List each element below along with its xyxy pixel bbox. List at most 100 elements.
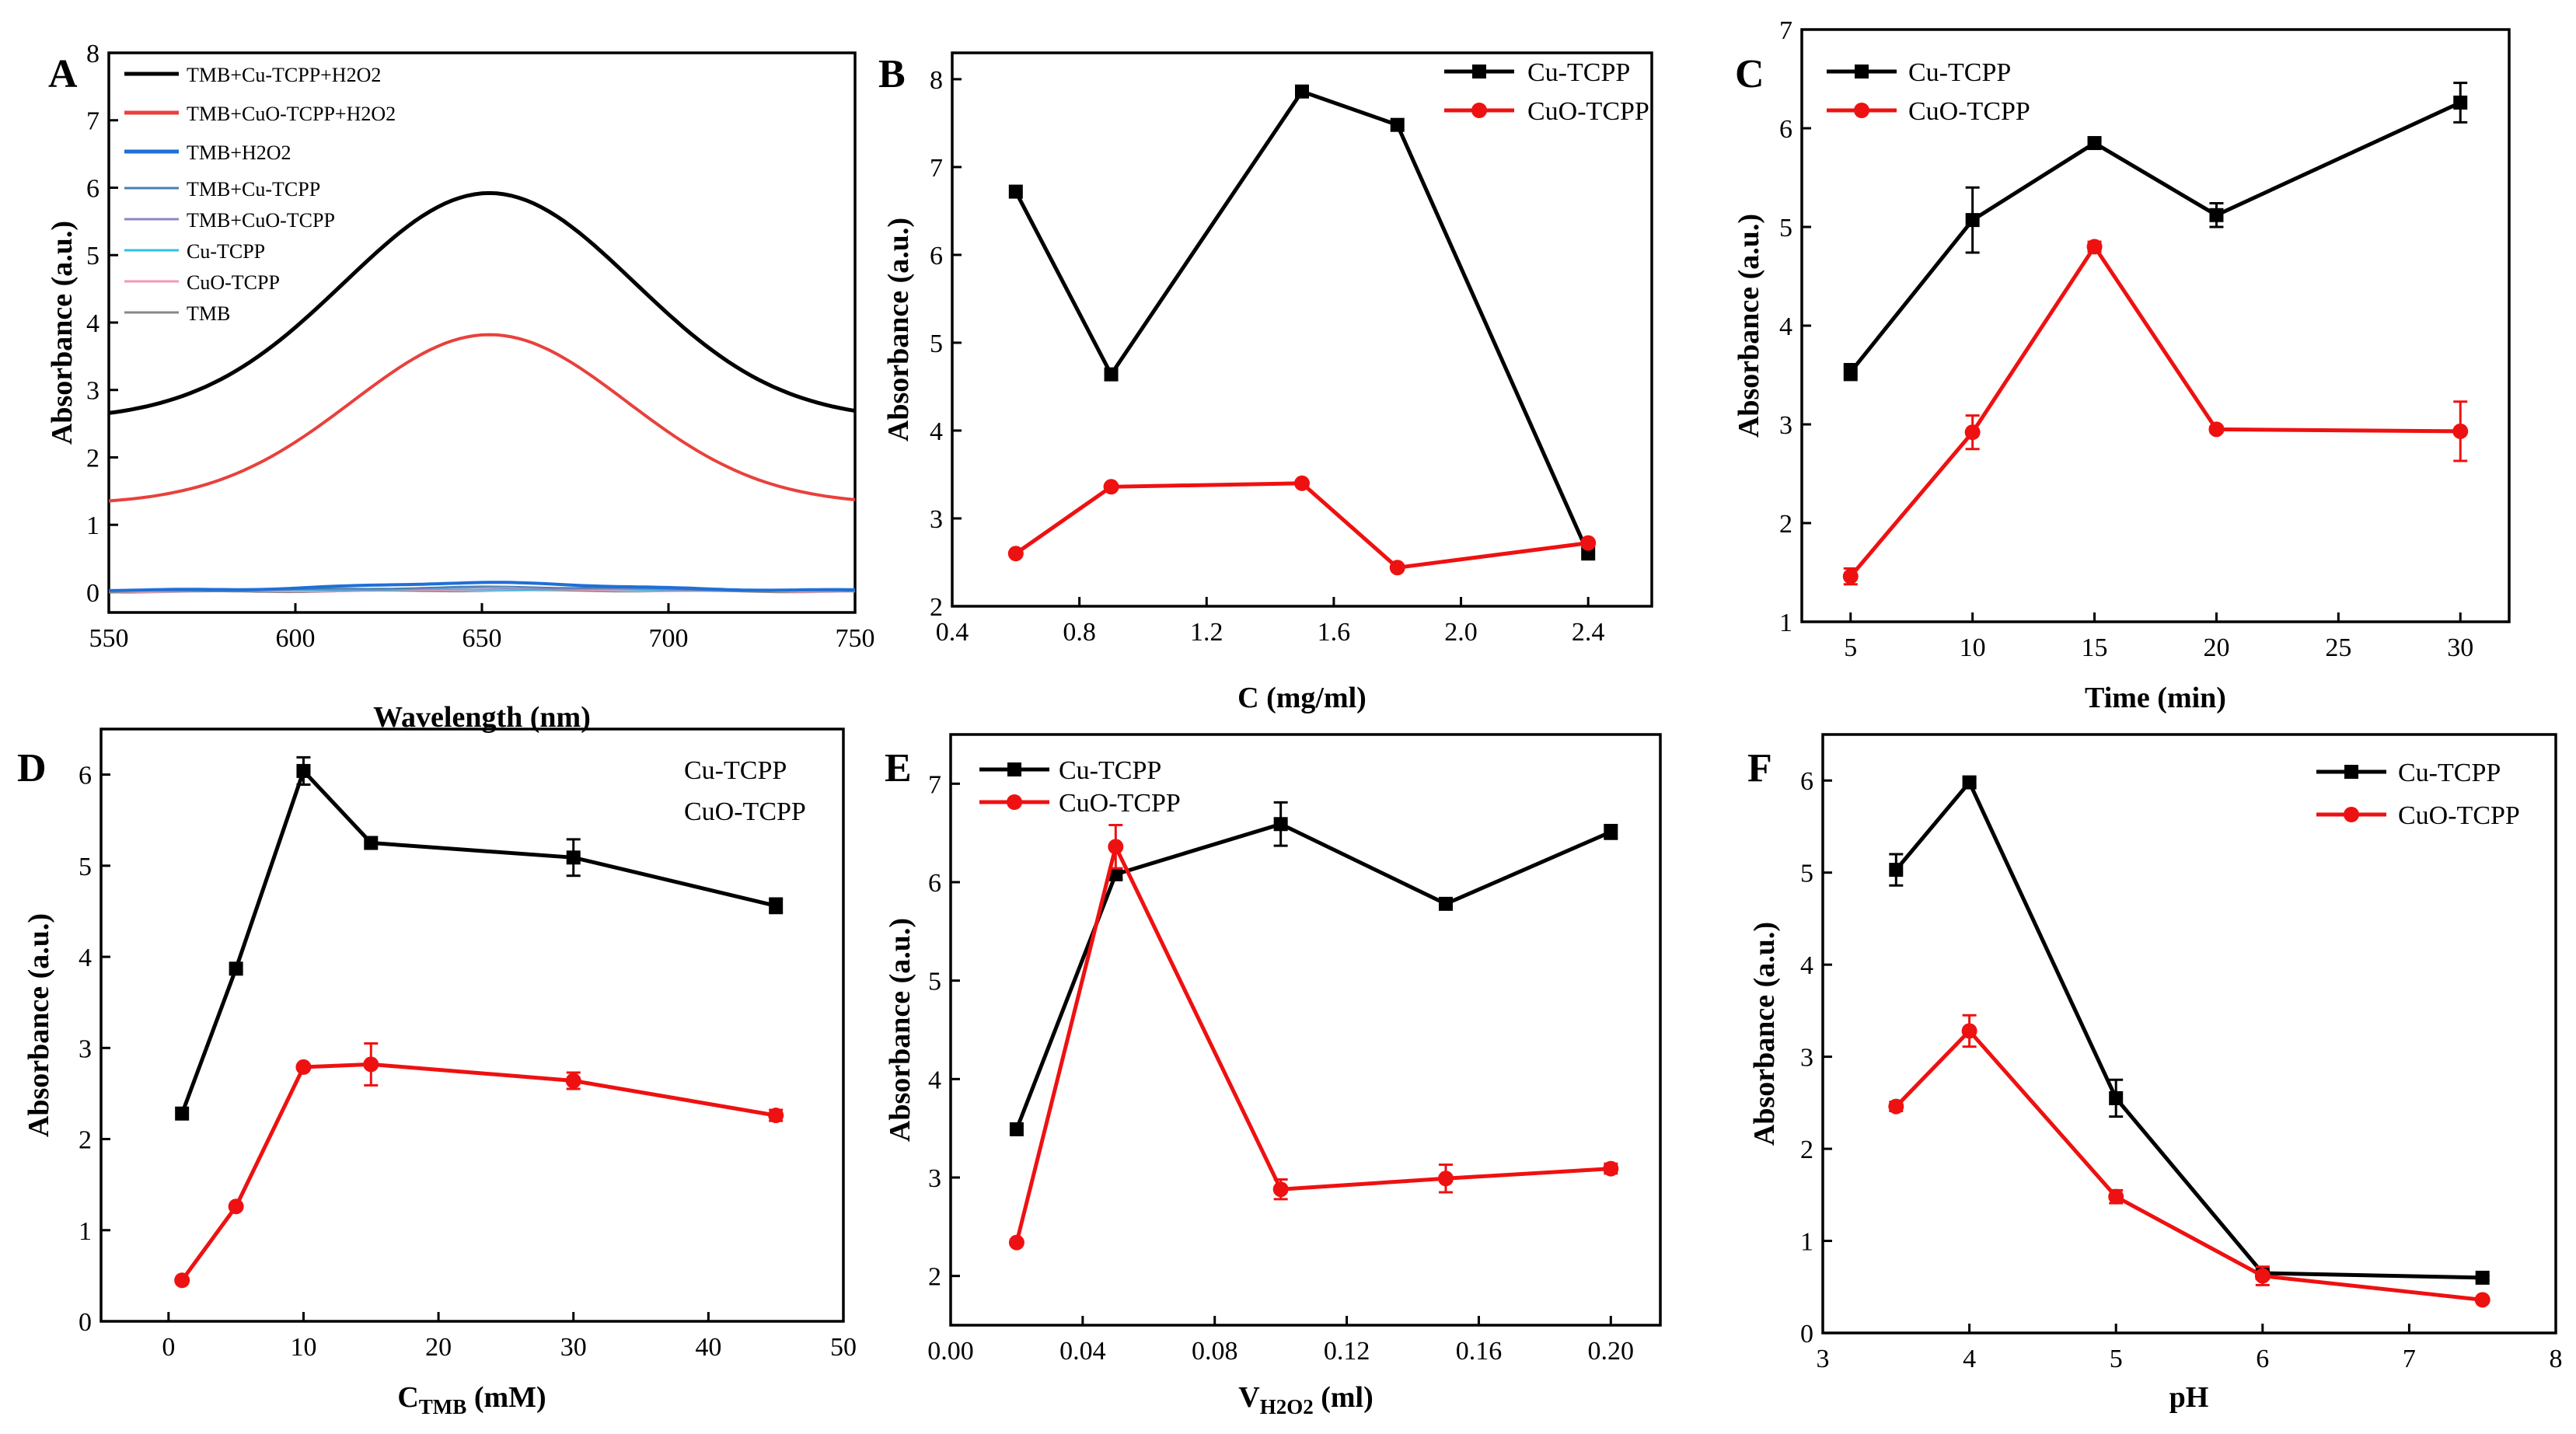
legend-a-label-4: TMB+Cu-TCPP [187,178,320,201]
panel-b-xtick-label: 0.4 [936,618,969,647]
legend-a-label-6: Cu-TCPP [187,240,265,263]
panel-a-frame [107,51,857,614]
panel-c-xlabel: Time (min) [2085,682,2226,714]
panel-e-ytick-label: 5 [928,968,941,996]
panel-d-marker-square [229,961,243,976]
panel-d-legend: Cu-TCPP CuO-TCPP [684,756,806,826]
panel-d-marker-circle [565,1073,581,1089]
panel-b-marker-square [1581,546,1596,561]
legend-b-label-2: CuO-TCPP [1527,97,1649,126]
panel-e-marker-circle [1272,1181,1289,1198]
panel-a: A 0 1 2 3 4 5 6 7 8 550 600 650 700 750 TMB+Cu-TCPP+… [46,40,875,734]
panel-d-xlabel-unit: (mM) [466,1381,546,1414]
legend-e-marker-1 [1007,762,1021,776]
panel-f-ytick-label: 5 [1800,860,1813,888]
panel-e-ytick-label: 4 [928,1066,941,1094]
legend-c-marker-2 [1854,103,1869,118]
panel-b-marker-square [1390,117,1405,132]
panel-d-marker-circle [174,1272,190,1289]
panel-a-xtick-label: 700 [649,624,689,653]
panel-c: C 1 2 3 4 5 6 7 5 10 15 20 25 30 Cu-TCPP CuO-TCPP Ti… [1733,16,2511,714]
panel-d-marker-circle [228,1198,244,1215]
panel-f-ylabel: Absorbance (a.u.) [1748,922,1781,1146]
panel-c-series-line-1 [1848,100,2462,374]
panel-d-xtick-label: 20 [425,1333,452,1362]
panel-b-marker-circle [1580,535,1597,551]
panel-a-ytick-label: 3 [86,377,99,406]
panel-b-xtick-label: 1.2 [1190,618,1223,647]
panel-f-xtick-label: 3 [1817,1345,1830,1373]
panel-e-xtick-label: 0.16 [1456,1337,1503,1366]
panel-c-series-line-2 [1848,242,2461,578]
panel-e: E 2 3 4 5 6 7 0.00 0.04 0.08 0.12 0.16 0.20 Cu-TCPP… [884,733,1662,1418]
panel-c-marker-square [2087,136,2102,151]
panel-d-xtick-label: 50 [830,1333,857,1362]
panel-e-ytick-label: 3 [928,1164,941,1193]
legend-f-label-2: CuO-TCPP [2398,801,2520,830]
panel-f-ytick-label: 3 [1800,1044,1813,1073]
panel-c-marker-circle [1964,424,1981,441]
panel-d-xtick-label: 30 [560,1333,587,1362]
panel-e-ylabel: Absorbance (a.u.) [884,918,916,1142]
panel-f-xtick-label: 6 [2256,1345,2269,1373]
panel-b-ytick-label: 6 [930,242,943,270]
panel-e-marker-square [1108,867,1123,881]
panel-d-xtick-label: 40 [695,1333,721,1362]
legend-d-label-1: Cu-TCPP [684,756,787,785]
panel-e-xlabel-main: V [1238,1381,1260,1414]
spectrum-line-2 [108,333,856,503]
panel-f-series-line-2 [1894,1028,2483,1302]
panel-d-ytick-label: 6 [79,762,92,790]
legend-b-marker-1 [1472,65,1486,79]
panel-b-letter: B [878,52,906,96]
panel-c-ytick-label: 5 [1779,214,1792,242]
legend-a-label-1: TMB+Cu-TCPP+H2O2 [187,64,381,86]
legend-e-label-1: Cu-TCPP [1059,756,1161,785]
panel-d-xlabel-sub: TMB [419,1395,467,1418]
panel-d-ytick-label: 2 [79,1126,92,1155]
legend-b-label-1: Cu-TCPP [1527,58,1630,87]
panel-e-xtick-label: 0.00 [927,1337,974,1366]
panel-f-ytick-label: 1 [1800,1228,1813,1257]
panel-e-xtick-label: 0.04 [1059,1337,1106,1366]
legend-a-label-8: TMB [187,302,230,325]
panel-d-ylabel: Absorbance (a.u.) [23,913,55,1137]
panel-e-ytick-label: 2 [928,1263,941,1292]
panel-c-ytick-label: 2 [1779,510,1792,539]
panel-f-letter: F [1747,746,1772,790]
panel-b-xtick-label: 1.6 [1318,618,1351,647]
panel-d-letter: D [17,746,47,790]
panel-d-marker-circle [295,1059,312,1075]
panel-c-ytick-label: 6 [1779,115,1792,144]
panel-f-series-line-1 [1894,778,2483,1280]
legend-a-label-2: TMB+CuO-TCPP+H2O2 [187,103,396,125]
panel-f-ytick-label: 4 [1800,951,1813,980]
panel-e-ytick-label: 6 [928,869,941,898]
panel-a-ytick-label: 6 [86,174,99,203]
panel-c-ylabel: Absorbance (a.u.) [1733,214,1765,438]
panel-a-ytick-label: 4 [86,309,99,338]
panel-e-marker-square [1273,817,1288,832]
panel-d-xtick-label: 10 [290,1333,316,1362]
panel-e-xlabel-unit: (ml) [1314,1381,1374,1414]
legend-a-label-7: CuO-TCPP [187,271,280,294]
panel-b-ytick-label: 4 [930,417,943,446]
panel-b: B 2 3 4 5 6 7 8 0.4 0.8 1.2 1.6 2.0 2.4 Cu-TCPP CuO-… [878,51,1653,714]
legend-c-marker-1 [1855,65,1869,79]
panel-e-xtick-label: 0.20 [1588,1337,1635,1366]
panel-d-ytick-label: 3 [79,1035,92,1063]
legend-f-marker-1 [2344,765,2358,779]
panel-e-marker-circle [1008,1234,1024,1251]
spectrum-line-3 [108,581,856,592]
panel-b-legend: Cu-TCPP CuO-TCPP [1444,58,1649,126]
panel-f-xtick-label: 5 [2110,1345,2123,1373]
panel-b-ytick-label: 3 [930,505,943,534]
panel-e-xtick-label: 0.12 [1324,1337,1370,1366]
panel-c-legend: Cu-TCPP CuO-TCPP [1827,58,2030,126]
panel-c-ytick-label: 7 [1779,16,1792,45]
panel-b-series-line-2 [1014,481,1589,570]
panel-f-marker-circle [1961,1023,1977,1039]
panel-c-marker-circle [2452,423,2469,439]
panel-b-marker-square [1104,367,1119,382]
panel-c-marker-square [1843,365,1858,379]
